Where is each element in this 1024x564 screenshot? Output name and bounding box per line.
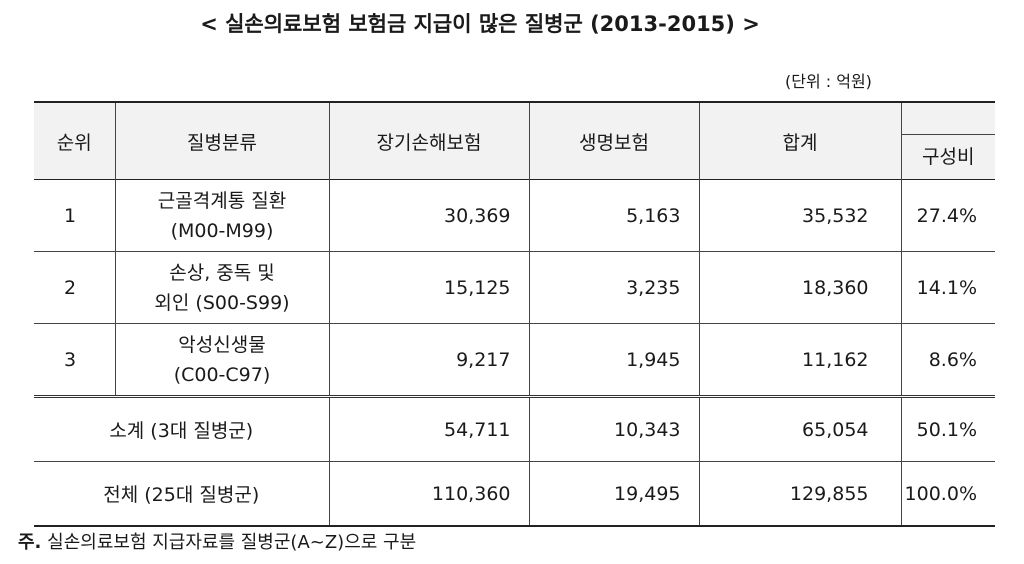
header-ratio-cell: 구성비 [900, 102, 995, 180]
header-category: 질병분류 [114, 102, 329, 180]
category-code: 외인 (S00-S99) [154, 291, 290, 314]
footnote-text: 실손의료보험 지급자료를 질병군(A~Z)으로 구분 [47, 532, 417, 553]
header-long-term: 장기손해보험 [328, 102, 529, 180]
category-name: 악성신생물 [178, 333, 266, 356]
total-cell: 18,360 [698, 251, 901, 324]
category-cell: 근골격계통 질환 (M00-M99) [114, 179, 329, 252]
header-ratio: 구성비 [900, 134, 995, 179]
subtotal-row: 소계 (3대 질병군) 54,711 10,343 65,054 50.1% [34, 395, 995, 462]
table-row: 2 손상, 중독 및 외인 (S00-S99) 15,125 3,235 18,… [34, 251, 995, 324]
category-cell: 손상, 중독 및 외인 (S00-S99) [114, 251, 329, 324]
subtotal-label: 소계 (3대 질병군) [34, 395, 329, 462]
header-life: 생명보험 [528, 102, 699, 180]
long-term-cell: 9,217 [328, 323, 529, 397]
category-name: 근골격계통 질환 [157, 189, 287, 212]
ratio-cell: 14.1% [900, 251, 995, 324]
footnote: 주. 실손의료보험 지급자료를 질병군(A~Z)으로 구분 [18, 528, 416, 554]
table-row: 1 근골격계통 질환 (M00-M99) 30,369 5,163 35,532… [34, 179, 995, 252]
ratio-cell: 27.4% [900, 179, 995, 252]
long-term-cell: 15,125 [328, 251, 529, 324]
grand-total-long-term: 110,360 [328, 461, 529, 527]
life-cell: 5,163 [528, 179, 699, 252]
grand-total-ratio: 100.0% [900, 461, 995, 527]
subtotal-ratio: 50.1% [900, 395, 995, 462]
table-row: 3 악성신생물 (C00-C97) 9,217 1,945 11,162 8.6… [34, 323, 995, 397]
category-name: 손상, 중독 및 [169, 261, 275, 284]
life-cell: 3,235 [528, 251, 699, 324]
category-code: (C00-C97) [173, 363, 271, 386]
total-cell: 11,162 [698, 323, 901, 397]
total-cell: 35,532 [698, 179, 901, 252]
ratio-cell: 8.6% [900, 323, 995, 397]
table-title: < 실손의료보험 보험금 지급이 많은 질병군 (2013-2015) > [200, 12, 760, 36]
life-cell: 1,945 [528, 323, 699, 397]
rank-cell: 2 [34, 251, 115, 324]
grand-total-life: 19,495 [528, 461, 699, 527]
grand-total-label: 전체 (25대 질병군) [34, 461, 329, 527]
subtotal-total: 65,054 [698, 395, 901, 462]
category-code: (M00-M99) [170, 219, 274, 242]
table-header-row: 순위 질병분류 장기손해보험 생명보험 합계 구성비 [34, 102, 995, 180]
header-rank: 순위 [56, 131, 92, 154]
footnote-mark: 주. [18, 532, 42, 553]
grand-total-total: 129,855 [698, 461, 901, 527]
unit-label: (단위 : 억원) [785, 72, 872, 91]
grand-total-row: 전체 (25대 질병군) 110,360 19,495 129,855 100.… [34, 461, 995, 527]
header-total: 합계 [698, 102, 901, 180]
category-cell: 악성신생물 (C00-C97) [114, 323, 329, 397]
rank-cell: 3 [34, 323, 115, 397]
subtotal-long-term: 54,711 [328, 395, 529, 462]
long-term-cell: 30,369 [328, 179, 529, 252]
claims-table: 순위 질병분류 장기손해보험 생명보험 합계 구성비 1 근골격계통 질환 (M… [34, 101, 995, 527]
subtotal-life: 10,343 [528, 395, 699, 462]
rank-cell: 1 [34, 179, 115, 252]
